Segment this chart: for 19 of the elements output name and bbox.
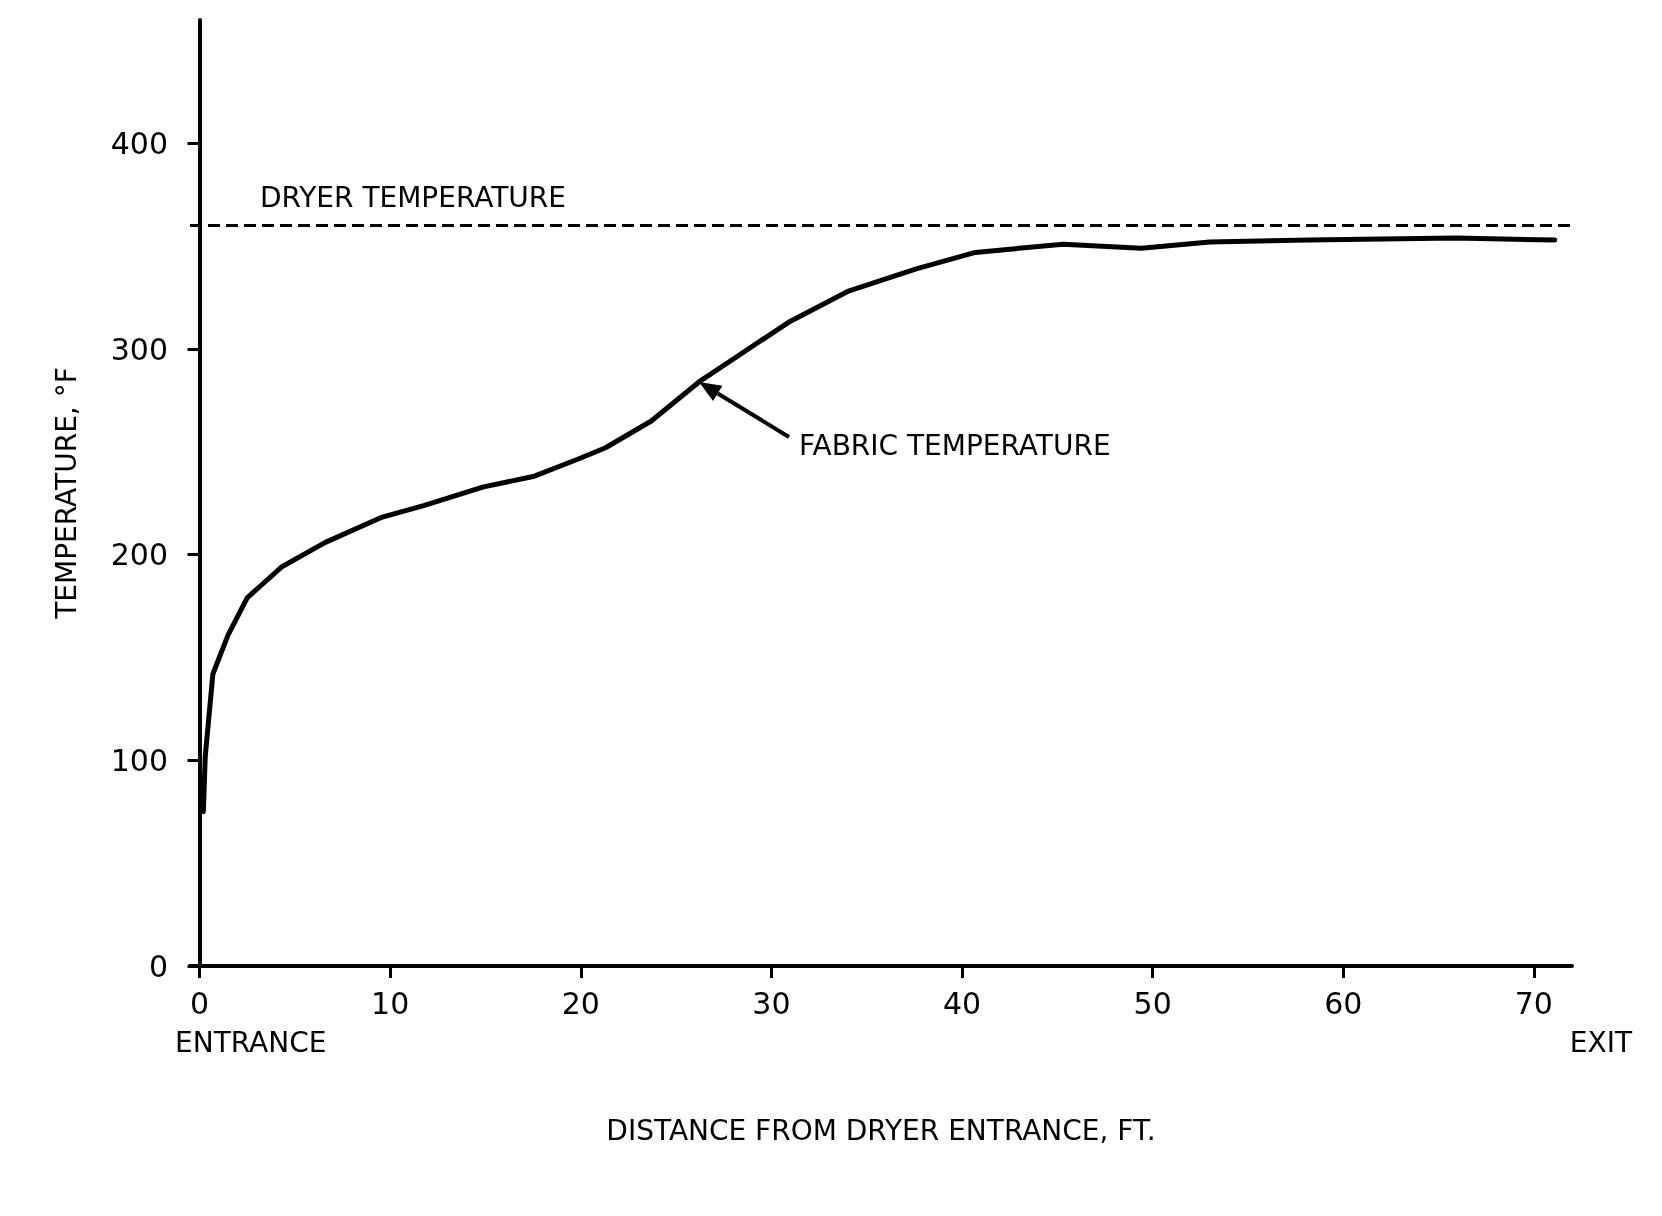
x-tick-label: 70 xyxy=(1514,985,1553,1021)
y-tick-label: 0 xyxy=(148,948,168,984)
ref-line-label: DRYER TEMPERATURE xyxy=(260,181,566,215)
annotation: FABRIC TEMPERATURE xyxy=(798,428,1111,462)
y-tick-label: 400 xyxy=(110,125,168,161)
text: EXIT xyxy=(1569,1025,1633,1059)
text: ENTRANCE xyxy=(175,1025,327,1059)
y-tick-label: 100 xyxy=(110,742,168,778)
y-tick-label: 300 xyxy=(110,331,168,367)
x-tick-label: 10 xyxy=(371,985,410,1021)
y-tick-label: 200 xyxy=(110,537,168,573)
x-tick-label: 50 xyxy=(1133,985,1172,1021)
y-axis-title: TEMPERATURE, °F xyxy=(49,367,83,620)
x-tick-label: 60 xyxy=(1324,985,1363,1021)
x-axis-title: DISTANCE FROM DRYER ENTRANCE, FT. xyxy=(606,1113,1156,1147)
x-tick-label: 0 xyxy=(189,985,210,1021)
x-tick-label: 30 xyxy=(752,985,791,1021)
x-tick-label: 40 xyxy=(942,985,982,1021)
x-tick-label: 20 xyxy=(561,985,600,1021)
